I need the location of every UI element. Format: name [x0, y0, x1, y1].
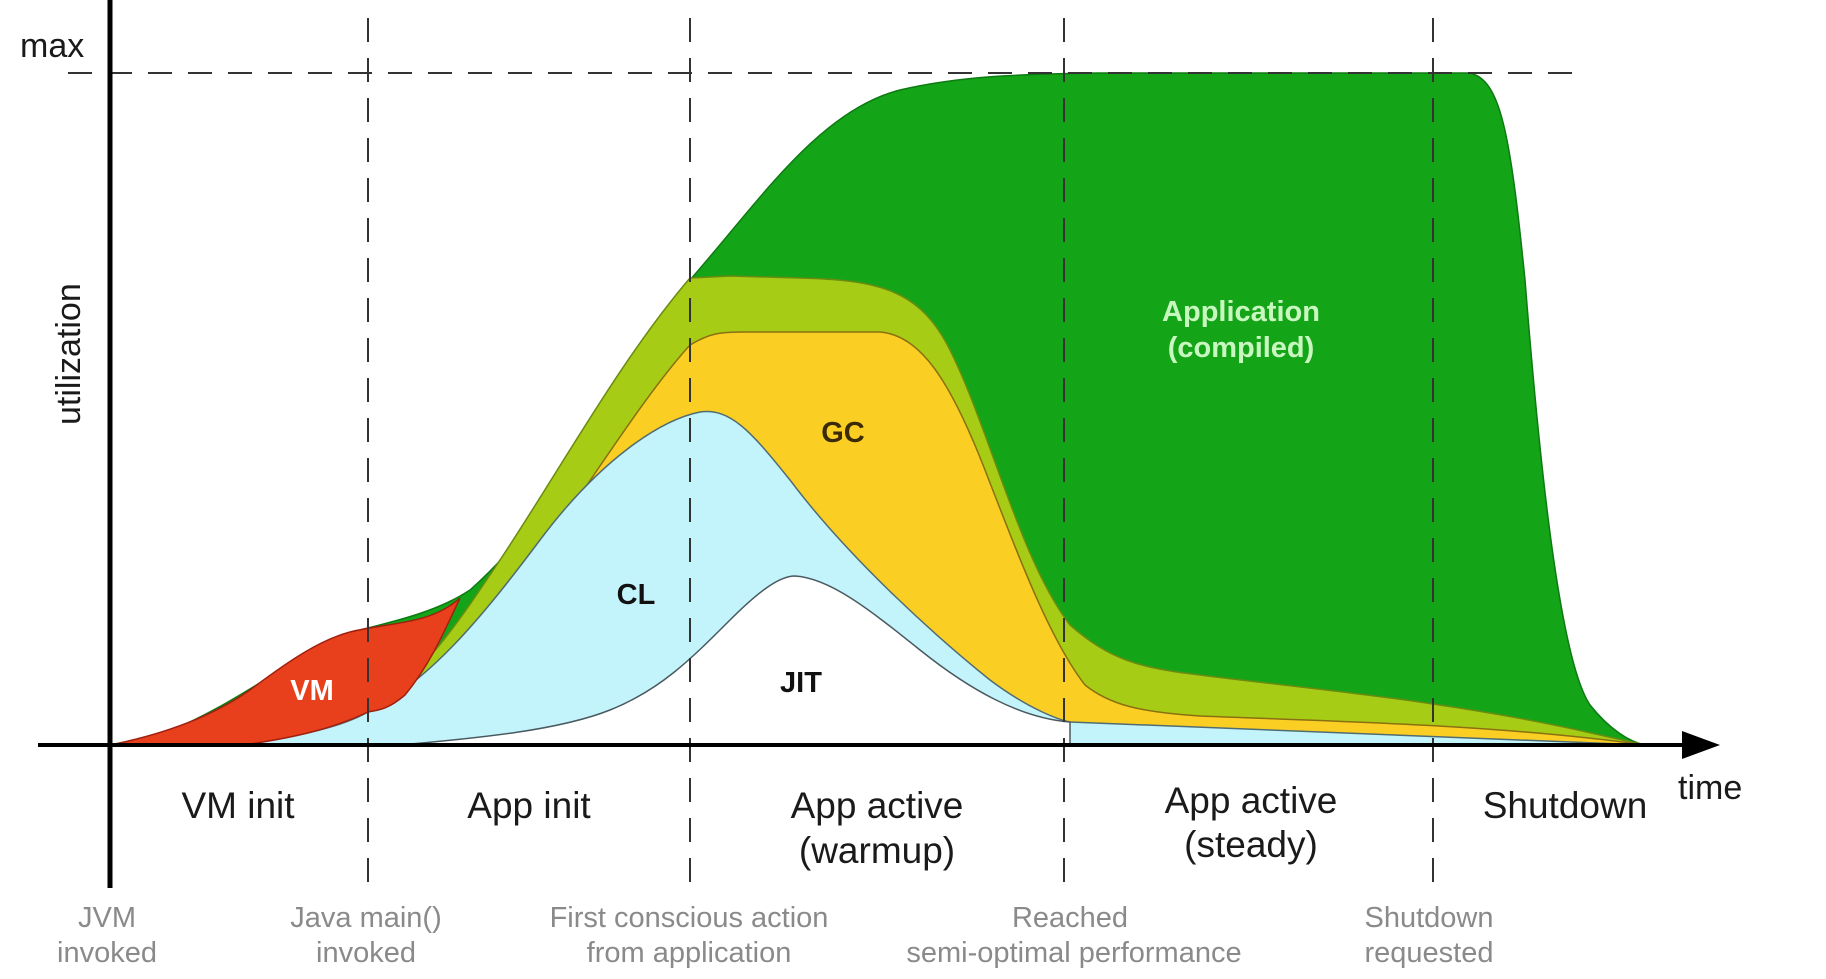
max-label: max — [20, 27, 84, 65]
gc-region-label: GC — [821, 417, 865, 449]
milestone-shutdown-requested-line2: requested — [1365, 937, 1494, 969]
x-axis-label: time — [1678, 769, 1742, 807]
phase-shutdown: Shutdown — [1483, 785, 1648, 826]
milestone-shutdown-requested-line1: Shutdown — [1365, 902, 1494, 934]
phase-app-active-steady-line1: App active — [1165, 780, 1338, 821]
x-axis-arrow-icon — [1682, 731, 1720, 759]
application-region-label-line2: (compiled) — [1168, 332, 1315, 364]
phase-app-init: App init — [467, 785, 591, 826]
milestone-java-main-line2: invoked — [316, 937, 416, 969]
phase-vm-init: VM init — [181, 785, 295, 826]
jit-region-label: JIT — [780, 667, 822, 699]
phase-app-active-warmup-line2: (warmup) — [799, 830, 955, 871]
jit-core-area — [399, 575, 1071, 746]
cl-region-label: CL — [617, 579, 656, 611]
vm-region-label: VM — [290, 675, 334, 707]
application-region-label-line1: Application — [1162, 296, 1320, 328]
vm-area — [109, 597, 461, 746]
y-axis-label: utilization — [50, 283, 88, 425]
milestone-first-action-line2: from application — [587, 937, 792, 969]
milestone-jvm-invoked-line1: JVM — [78, 902, 136, 934]
milestone-semi-optimal-line1: Reached — [1012, 902, 1128, 934]
milestone-jvm-invoked-line2: invoked — [57, 937, 157, 969]
phase-app-active-steady-line2: (steady) — [1184, 824, 1318, 865]
milestone-java-main-line1: Java main() — [290, 902, 442, 934]
phase-app-active-warmup-line1: App active — [791, 785, 964, 826]
milestone-semi-optimal-line2: semi-optimal performance — [906, 937, 1241, 969]
milestone-first-action-line1: First conscious action — [550, 902, 829, 934]
